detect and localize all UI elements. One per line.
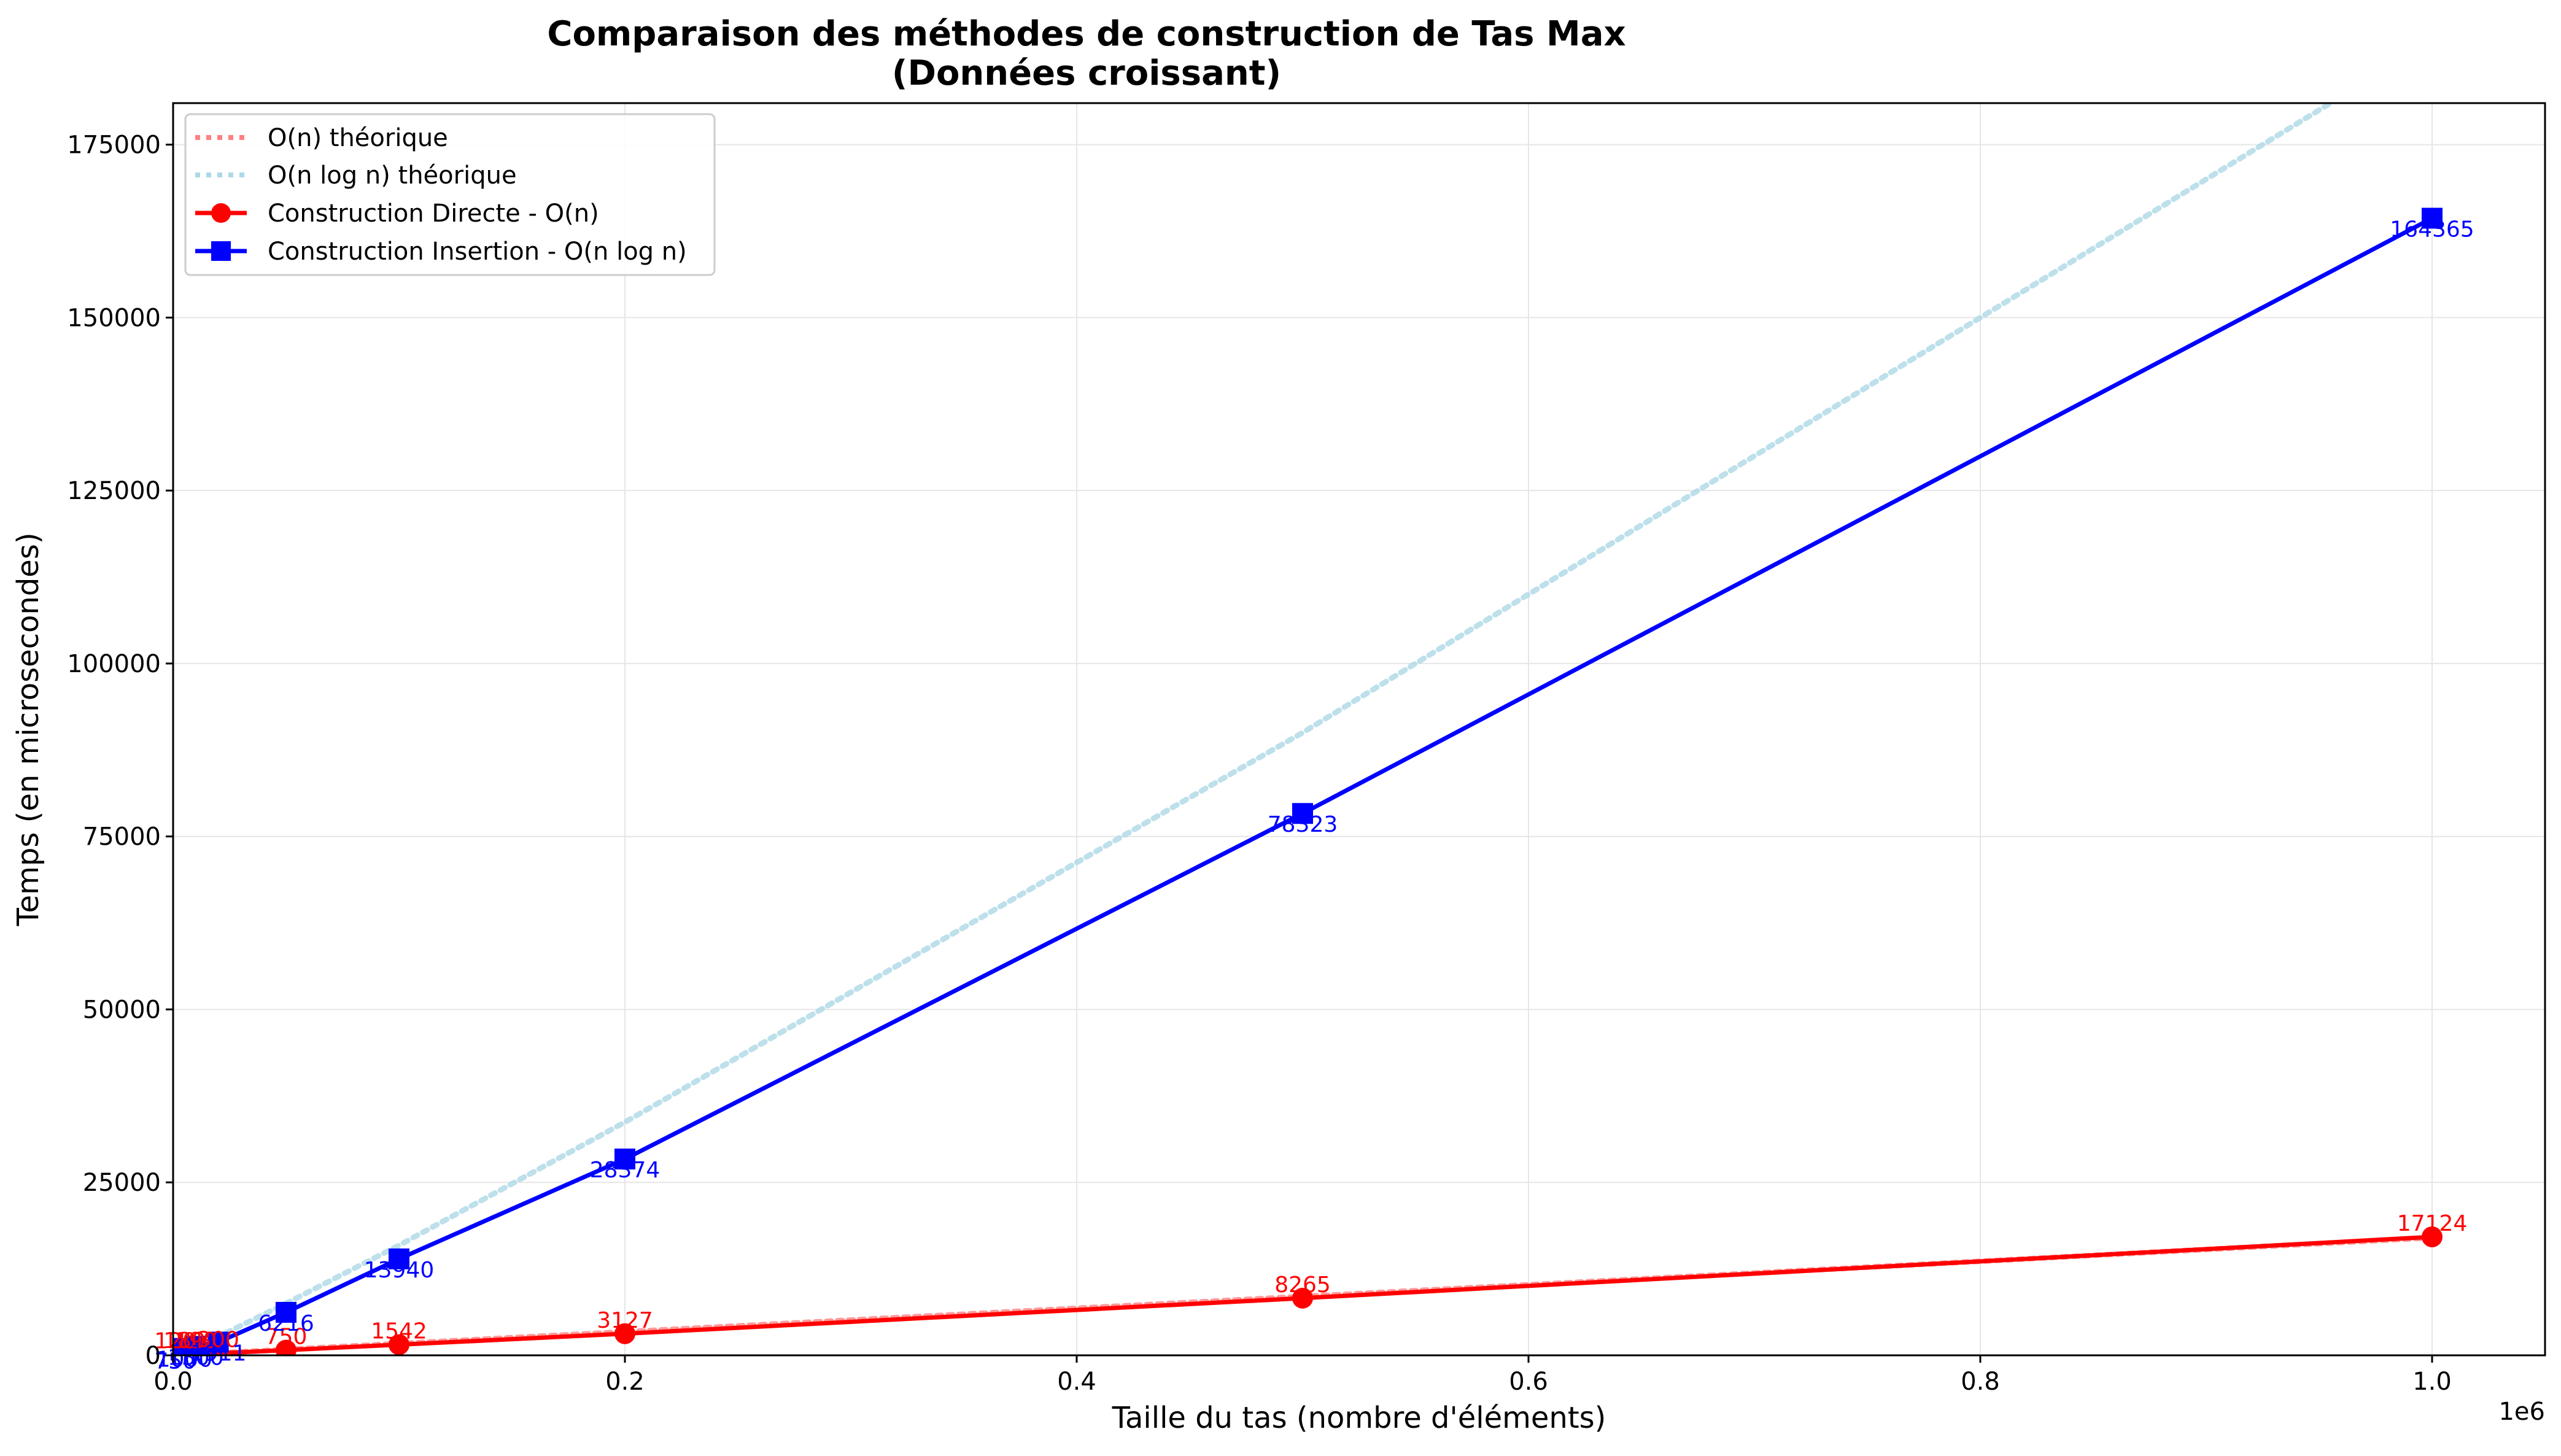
data-label-insertion: 750: [154, 1349, 196, 1374]
legend-marker-directe: [211, 203, 231, 223]
data-label-insertion: 13940: [364, 1258, 435, 1283]
plot-frame: [172, 102, 2546, 1357]
legend-label-insertion: Construction Insertion - O(n log n): [268, 238, 687, 266]
x-tick-label: 0.0: [153, 1368, 193, 1396]
chart-title-line1: Comparaison des méthodes de construction…: [547, 14, 1625, 54]
data-label-insertion: 78323: [1268, 812, 1338, 837]
y-tick-label: 75000: [83, 823, 161, 851]
legend-label-theo-nlogn: O(n log n) théorique: [268, 161, 517, 190]
x-axis-offset-label: 1e6: [2498, 1398, 2545, 1426]
legend-marker-insertion: [211, 241, 231, 261]
point-insertion: [2422, 207, 2443, 229]
y-tick-label: 25000: [83, 1169, 161, 1197]
data-label-insertion: 28374: [590, 1158, 661, 1183]
x-tick-label: 0.2: [605, 1368, 645, 1396]
x-tick-label: 1.0: [2412, 1368, 2452, 1396]
data-label-insertion: 1911: [190, 1341, 247, 1366]
point-directe: [1292, 1287, 1313, 1309]
data-label-directe: 300: [197, 1328, 239, 1353]
legend-box: [184, 113, 716, 276]
legend-label-directe: Construction Directe - O(n): [268, 199, 599, 228]
data-label-directe: 120: [154, 1329, 196, 1354]
data-label-directe: 17124: [2397, 1211, 2468, 1236]
data-label-directe: 3127: [597, 1308, 653, 1333]
legend: O(n) théorique O(n log n) théorique Cons…: [184, 113, 716, 276]
point-insertion: [185, 1336, 206, 1355]
point-directe: [389, 1334, 409, 1355]
y-tick-label: 0: [145, 1342, 161, 1370]
point-insertion: [1292, 803, 1313, 824]
chart-title-line2: (Données croissant): [892, 53, 1281, 93]
y-tick-label: 100000: [67, 650, 161, 678]
data-label-directe: 1542: [371, 1319, 427, 1344]
data-label-insertion: 6216: [258, 1311, 314, 1336]
x-tick-label: 0.6: [1509, 1368, 1548, 1396]
point-directe: [614, 1323, 635, 1344]
point-insertion: [614, 1148, 635, 1170]
y-axis-label: Temps (en microsecondes): [11, 532, 45, 926]
x-tick-label: 0.4: [1057, 1368, 1096, 1396]
y-tick-label: 50000: [83, 996, 161, 1024]
point-directe: [2422, 1226, 2443, 1248]
data-label-directe: 750: [265, 1325, 308, 1350]
data-label-directe: 8265: [1274, 1272, 1331, 1298]
y-tick-label: 175000: [67, 131, 161, 160]
tick-layer: 0.0 0.2 0.4 0.6 0.8 1.0 0 25000 50000 75000 100000…: [67, 131, 2452, 1396]
x-axis-label: Taille du tas (nombre d'éléments): [1112, 1401, 1606, 1435]
point-directe: [276, 1339, 296, 1355]
point-insertion: [389, 1248, 409, 1269]
data-label-insertion: 1300: [168, 1345, 224, 1370]
data-label-insertion: 1000: [157, 1347, 213, 1373]
data-label-insertion: 164365: [2390, 217, 2474, 242]
y-tick-label: 125000: [67, 477, 161, 505]
point-insertion: [276, 1301, 296, 1323]
data-label-directe: 180: [163, 1328, 206, 1353]
data-label-directe: 190: [174, 1328, 217, 1353]
point-insertion: [207, 1331, 229, 1353]
y-tick-label: 150000: [67, 304, 161, 332]
x-tick-label: 0.8: [1961, 1368, 2000, 1396]
legend-label-theo-n: O(n) théorique: [268, 124, 448, 152]
series-layer: [173, 103, 2443, 1355]
